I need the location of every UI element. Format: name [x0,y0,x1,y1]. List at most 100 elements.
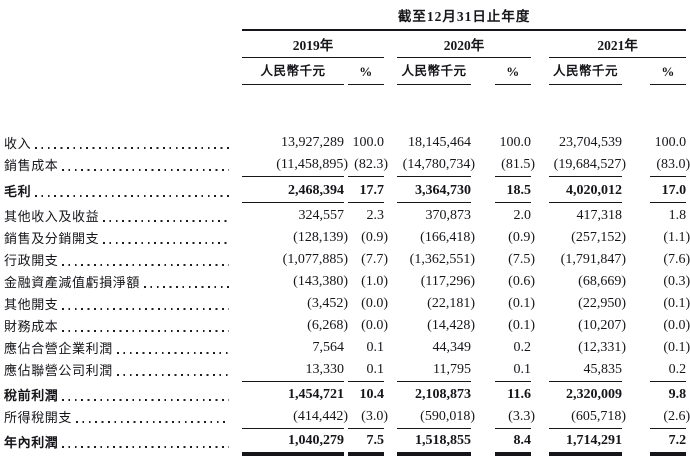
column-gutter [471,176,495,202]
cell-value: (1,077,885) [282,252,348,267]
percent-cell: 100.0 [348,132,385,154]
column-gutter [531,359,549,381]
dotted-leader [35,194,229,197]
row-label: 行政開支 [4,253,59,268]
row-label-cell: 年內利潤 [4,428,236,453]
percent-cell: 0.1 [348,359,385,382]
cell-value: (0.1) [663,340,690,355]
percent-cell: 7.2 [650,428,687,455]
amount-cell: 1,040,279 [242,428,344,455]
column-gutter [622,406,650,428]
row-label-cell: 稅前利潤 [4,381,236,406]
year-header-row: 2019年 2020年 2021年 [4,30,687,58]
cell-value: (22,181) [427,296,475,311]
table-row: 財務成本 (6,268) (0.0) (14,428) (0.1) (10,207) (0.… [4,315,690,337]
label-column-spacer [4,30,236,57]
row-label-cell: 所得稅開支 [4,406,236,428]
row-label-wrap: 銷售成本 [4,158,236,174]
percent-cell: 10.4 [348,381,385,406]
row-label-wrap: 毛利 [4,184,236,200]
cell-value: (81.5) [501,156,535,172]
percent-cell: (0.3) [650,271,690,293]
row-label-wrap: 年內利潤 [4,435,236,451]
cell-value: 1,518,855 [415,432,471,448]
row-label-cell: 銷售及分銷開支 [4,227,236,249]
cell-value: (1,791,847) [560,252,626,267]
percent-cell: 11.6 [495,381,531,406]
cell-value: 11.6 [507,387,531,402]
percent-cell: (0.1) [495,293,535,315]
column-gutter [471,359,495,381]
dotted-leader [62,329,229,332]
row-label-wrap: 稅前利潤 [4,388,236,404]
amount-cell: 4,020,012 [549,176,622,203]
cell-value: 417,318 [576,208,623,223]
dotted-leader [76,420,229,423]
cell-value: 11,795 [433,361,471,377]
percent-cell: 7.5 [348,428,384,455]
row-label: 稅前利潤 [4,388,59,403]
cell-value: (7.6) [663,252,690,267]
row-label: 所得稅開支 [4,410,73,425]
double-rule-segment [549,453,622,456]
cell-value: 8.4 [513,432,532,448]
percent-cell: 100.0 [650,132,687,154]
cell-value: 9.8 [668,387,687,402]
cell-value: (14,428) [427,318,475,333]
amount-cell: 45,835 [549,359,622,382]
amount-cell: 11,795 [397,359,471,382]
cell-value: (7.5) [508,252,535,267]
percent-cell: 0.1 [348,337,385,359]
row-label-cell: 行政開支 [4,249,236,271]
percent-cell: (0.1) [650,337,690,359]
column-gutter [622,57,650,84]
cell-value: (143,380) [293,274,348,289]
column-gutter [622,293,650,315]
cell-value: 0.1 [513,361,532,377]
row-label: 銷售及分銷開支 [4,231,100,246]
table-row: 所得稅開支 (414,442) (3.0) (590,018) (3.3) (605,71… [4,406,690,429]
dotted-leader [103,241,229,244]
cell-value: (11,458,895) [276,156,348,172]
table-row: 應佔聯營公司利潤 13,330 0.1 11,795 0.1 45,835 0.2 [4,359,687,382]
table-row: 銷售成本 (11,458,895) (82.3) (14,780,734) (81.5)… [4,154,690,177]
cell-value: 0.1 [366,361,385,377]
percent-cell: 1.8 [650,202,687,227]
dotted-leader [144,285,229,288]
cell-value: (14,780,734) [402,156,475,172]
percent-cell: (81.5) [495,154,535,177]
amount-cell: (3,452) [242,293,348,315]
cell-value: 13,927,289 [281,135,344,150]
table-row: 其他收入及收益 324,557 2.3 370,873 2.0 417,318 1.8 [4,202,686,227]
double-rule-segment [495,453,531,456]
percent-cell: (0.1) [650,293,690,315]
table-row: 毛利 2,468,394 17.7 3,364,730 18.5 4,020,012 17.… [4,176,687,203]
column-gutter [622,381,650,406]
column-gutter [622,359,650,381]
double-rule-segment [348,453,384,456]
table-row: 銷售及分銷開支 (128,139) (0.9) (166,418) (0.9) (257,… [4,227,690,249]
percent-cell: (3.0) [348,406,388,429]
cell-value: 17.7 [359,182,385,198]
cell-value: 13,330 [305,361,345,377]
column-gutter [384,30,397,57]
cell-value: (1.1) [663,230,690,245]
row-label-cell: 金融資產減值虧損淨額 [4,271,236,293]
column-gutter [622,428,650,453]
cell-value: (10,207) [578,318,626,333]
row-label: 毛利 [4,184,32,199]
row-label-cell: 其他收入及收益 [4,202,236,227]
row-label-wrap: 應佔合營企業利潤 [4,341,236,357]
amount-cell: (414,442) [242,406,348,429]
cell-value: 100.0 [654,135,687,150]
double-rule-segment [397,453,471,456]
percent-cell: 100.0 [495,132,532,154]
amount-cell: 2,468,394 [242,176,344,203]
column-gutter [622,337,650,359]
cell-value: 18,145,464 [408,135,471,150]
amount-cell: (14,428) [397,315,475,337]
table-row: 稅前利潤 1,454,721 10.4 2,108,873 11.6 2,320,009 9… [4,381,686,406]
cell-value: 10.4 [359,387,385,402]
column-gutter [384,453,397,455]
